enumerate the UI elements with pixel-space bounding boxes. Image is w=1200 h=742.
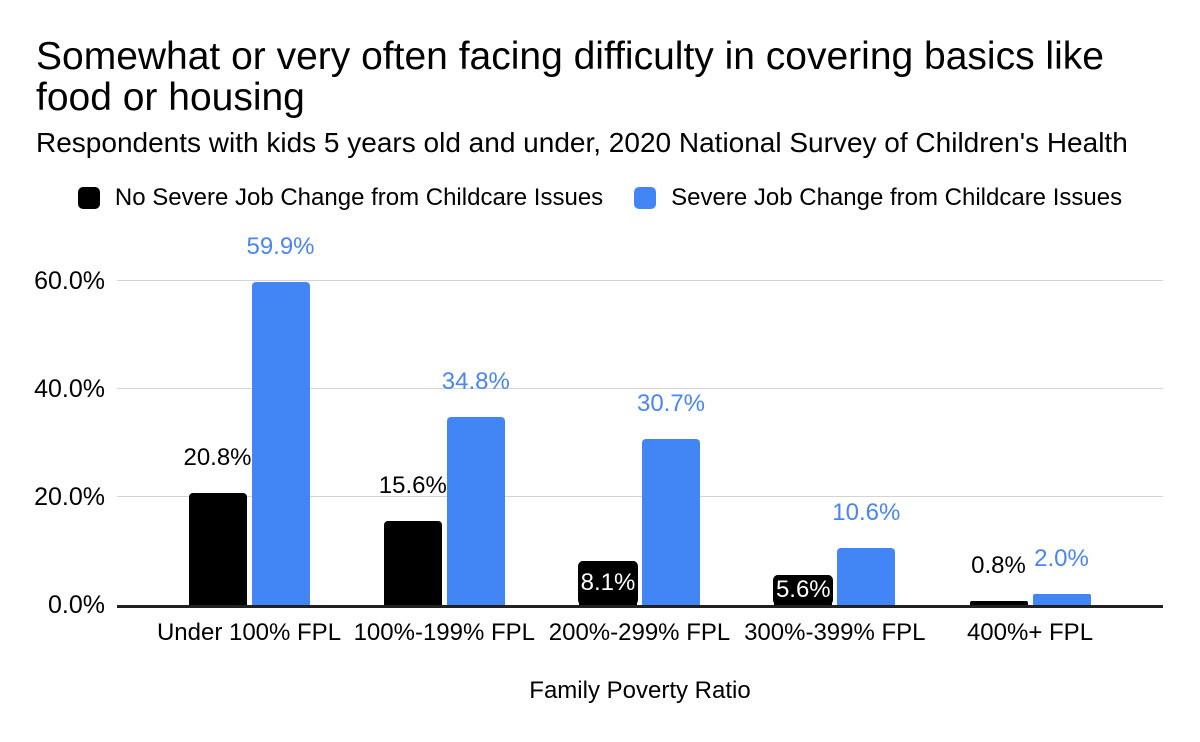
bar-value-badge: 8.1% bbox=[578, 561, 638, 605]
bar bbox=[969, 600, 1028, 605]
gridline bbox=[117, 496, 1163, 497]
bar-value-label: 30.7% bbox=[636, 390, 706, 418]
x-axis-line bbox=[117, 605, 1163, 608]
chart-legend: No Severe Job Change from Childcare Issu… bbox=[0, 184, 1200, 212]
bar bbox=[837, 547, 896, 605]
bar-value-label: 20.8% bbox=[183, 443, 252, 471]
gridline bbox=[117, 280, 1163, 281]
bar bbox=[383, 520, 442, 605]
category-label: 100%-199% FPL bbox=[353, 619, 536, 646]
category-label: 400%+ FPL bbox=[966, 619, 1094, 646]
bar bbox=[251, 281, 310, 605]
y-tick-label: 60.0% bbox=[34, 267, 105, 295]
bar-value-label: 0.8% bbox=[971, 551, 1026, 579]
legend-swatch-blue bbox=[634, 187, 657, 209]
category-label: 300%-399% FPL bbox=[744, 619, 926, 646]
bar-value-label: 34.8% bbox=[441, 368, 510, 396]
y-tick-label: 0.0% bbox=[48, 591, 105, 619]
legend-swatch-black bbox=[77, 187, 100, 209]
chart-subtitle: Respondents with kids 5 years old and un… bbox=[36, 127, 1128, 158]
y-tick-label: 20.0% bbox=[34, 483, 105, 511]
legend-item-no-severe-job-change: No Severe Job Change from Childcare Issu… bbox=[77, 184, 604, 212]
gridline bbox=[117, 388, 1163, 389]
legend-item-severe-job-change: Severe Job Change from Childcare Issues bbox=[634, 184, 1122, 212]
bar-value-label: 15.6% bbox=[378, 471, 447, 499]
category-label: 200%-299% FPL bbox=[548, 619, 731, 646]
legend-label-severe-job-change: Severe Job Change from Childcare Issues bbox=[671, 184, 1123, 211]
bar-value-label: 10.6% bbox=[832, 498, 901, 526]
legend-label-no-severe-job-change: No Severe Job Change from Childcare Issu… bbox=[114, 184, 604, 211]
category-label: Under 100% FPL bbox=[156, 619, 342, 646]
bar bbox=[642, 439, 700, 605]
y-tick-label: 40.0% bbox=[34, 375, 105, 403]
bar bbox=[446, 417, 505, 605]
bar-value-label: 59.9% bbox=[246, 232, 315, 260]
bar-value-badge: 5.6% bbox=[773, 574, 834, 605]
bar-value-label: 2.0% bbox=[1034, 545, 1089, 573]
x-axis-title: Family Poverty Ratio bbox=[529, 677, 751, 704]
bar bbox=[1032, 594, 1091, 605]
bar bbox=[188, 492, 247, 605]
chart-title: Somewhat or very often facing difficulty… bbox=[36, 35, 1104, 119]
